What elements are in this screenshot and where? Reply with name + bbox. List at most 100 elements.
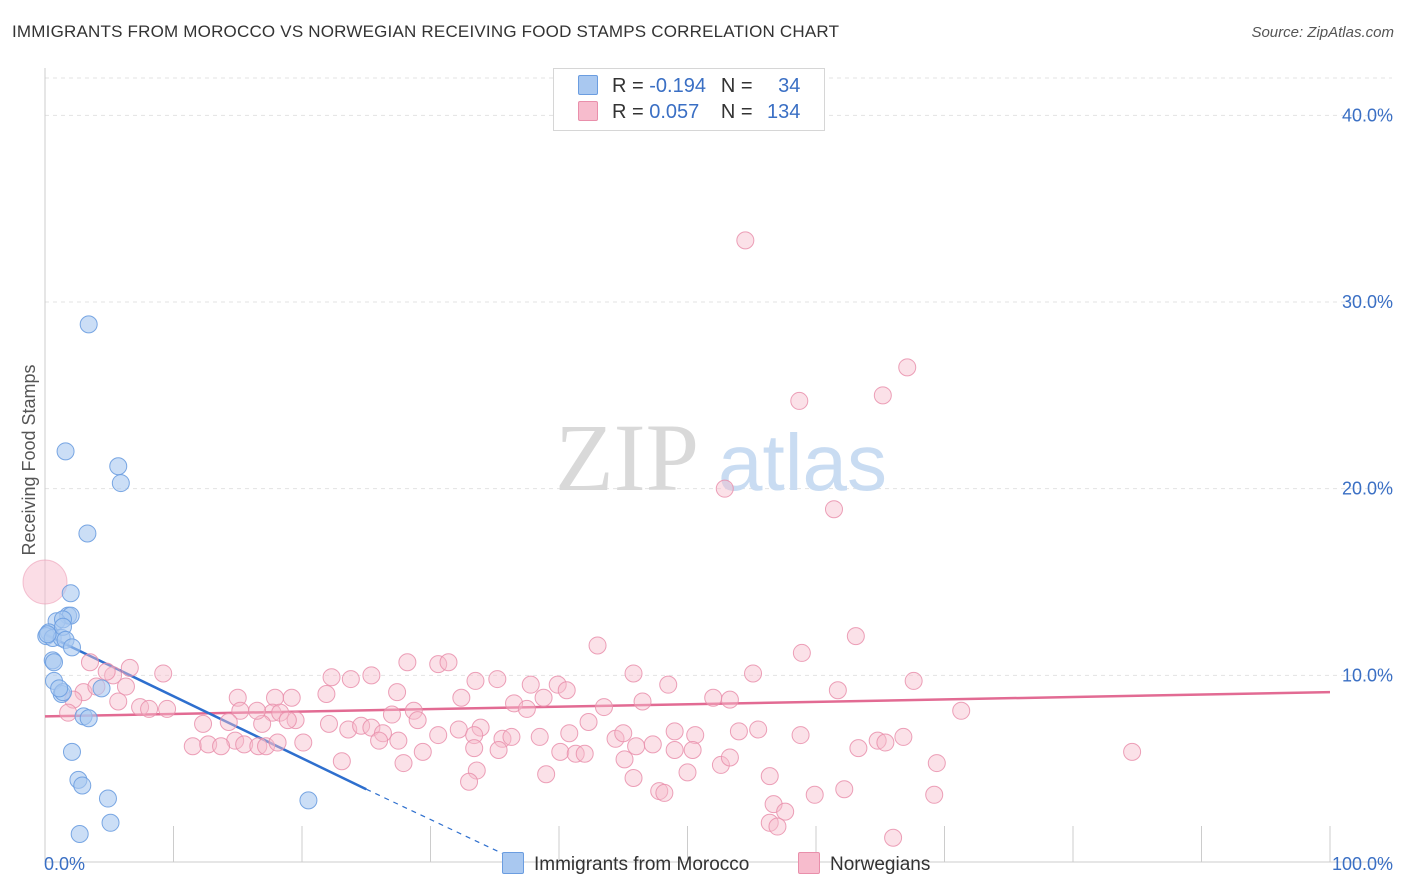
morocco-point — [73, 776, 92, 795]
y-tick-label: 40.0% — [1342, 105, 1393, 125]
norwegians-point — [429, 726, 448, 745]
legend-n-value: 34 — [778, 75, 801, 97]
legend-swatch-pink — [798, 852, 820, 874]
legend-swatch-blue — [502, 852, 524, 874]
norwegians-point — [1123, 742, 1142, 761]
norwegians-point — [560, 724, 579, 743]
morocco-point — [62, 638, 81, 657]
norwegians-point — [317, 685, 336, 703]
norwegians-point — [471, 718, 490, 737]
norwegians-point — [588, 636, 607, 655]
norwegians-point — [768, 817, 787, 836]
norwegians-point — [466, 671, 485, 690]
axes — [44, 68, 1392, 863]
morocco-point — [98, 789, 117, 808]
norwegians-point — [465, 726, 484, 745]
norwegians-point — [530, 727, 549, 746]
legend-label-morocco: Immigrants from Morocco — [534, 854, 750, 875]
legend-swatch-pink — [578, 101, 598, 121]
norwegians-point — [873, 386, 892, 405]
norwegians-point — [154, 664, 173, 683]
norwegians-point — [257, 737, 276, 756]
norwegians-point — [729, 722, 748, 741]
norwegians-point — [493, 729, 512, 748]
norwegians-point — [286, 711, 305, 730]
norwegians-point — [370, 731, 389, 750]
morocco-point — [79, 315, 98, 334]
norwegians-point — [884, 828, 903, 847]
morocco-point — [79, 709, 98, 728]
norwegians-point — [465, 739, 484, 758]
norwegians-point — [952, 701, 971, 720]
morocco-point — [78, 524, 97, 543]
norwegians-point — [776, 802, 795, 821]
norwegians-point — [715, 479, 734, 498]
gridlines — [45, 77, 1392, 676]
norwegians-point — [404, 701, 423, 720]
norwegians-point — [263, 703, 282, 722]
norwegians-point — [388, 683, 407, 702]
legend-row-norwegians: R = 0.057 N = 134 — [578, 101, 800, 127]
norwegians-point — [131, 698, 150, 717]
norwegians-point — [394, 754, 413, 773]
norwegians-point — [537, 765, 556, 784]
norwegians-point — [362, 666, 381, 685]
norwegians-point — [271, 703, 290, 722]
correlation-legend: R = -0.194 N = 34 R = 0.057 N = 134 — [553, 68, 825, 131]
norwegians-point — [627, 737, 646, 756]
y-tick-label: 20.0% — [1342, 479, 1393, 499]
norwegians-point — [268, 733, 287, 752]
morocco-trend-extension — [365, 788, 521, 863]
legend-r-label: R = — [612, 101, 644, 123]
tick-labels: 10.0% 20.0% 30.0% 40.0% 0.0% 100.0% — [44, 105, 1393, 874]
norwegians-point — [876, 733, 895, 752]
norwegians-point — [266, 688, 285, 707]
y-tick-label: 10.0% — [1342, 665, 1393, 685]
norwegians-point — [704, 688, 723, 707]
norwegians-point — [720, 748, 739, 767]
norwegians-point — [248, 701, 267, 720]
norwegians-point — [534, 688, 553, 707]
norwegians-point — [226, 731, 245, 750]
bottom-legend-norwegians[interactable]: Norwegians — [798, 852, 930, 876]
chart-title: IMMIGRANTS FROM MOROCCO VS NORWEGIAN REC… — [12, 22, 840, 41]
norwegians-point — [194, 714, 213, 733]
legend-r-label: R = — [612, 75, 644, 97]
norwegians-point — [736, 231, 755, 250]
norwegians-point — [720, 690, 739, 709]
morocco-point — [44, 653, 63, 672]
morocco-point — [62, 742, 81, 761]
norwegians-point — [579, 713, 598, 731]
norwegians-point — [502, 727, 521, 746]
morocco-point — [70, 825, 89, 843]
norwegians-point — [557, 681, 576, 700]
legend-label-norwegians: Norwegians — [830, 854, 931, 875]
legend-r-value: -0.194 — [649, 75, 706, 97]
norwegians-point — [408, 711, 427, 730]
norwegians-point — [849, 739, 868, 758]
bottom-legend-morocco[interactable]: Immigrants from Morocco — [502, 852, 749, 876]
norwegians-point — [792, 643, 811, 662]
y-axis-label: Receiving Food Stamps — [19, 364, 39, 555]
morocco-point — [61, 584, 80, 603]
norwegians-point — [615, 750, 634, 769]
norwegians-point — [614, 724, 633, 743]
norwegians-point — [235, 735, 254, 754]
norwegians-point — [294, 733, 313, 752]
norwegians-point — [341, 670, 360, 689]
morocco-point — [50, 679, 69, 698]
norwegians-point — [212, 737, 231, 756]
norwegians-point — [575, 744, 594, 763]
norwegians-point — [791, 726, 810, 745]
norwegians-point — [449, 720, 468, 739]
norwegians-point — [183, 737, 202, 756]
norwegians-point — [97, 662, 116, 681]
norwegians-trend-line — [44, 690, 1331, 718]
norwegians-point — [927, 754, 946, 773]
norwegians-point — [548, 675, 567, 694]
norwegians-point — [790, 391, 809, 410]
norwegians-point — [382, 705, 401, 724]
norwegians-point — [332, 752, 351, 771]
norwegians-point — [517, 699, 536, 718]
